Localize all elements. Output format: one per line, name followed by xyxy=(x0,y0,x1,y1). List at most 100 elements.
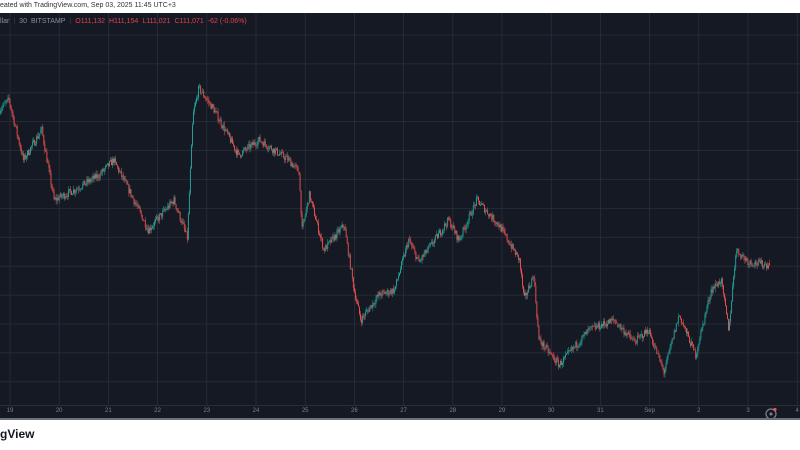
candle-body xyxy=(103,169,105,172)
candle-body xyxy=(345,230,347,238)
candle-body xyxy=(633,339,635,342)
candle-body xyxy=(727,314,728,319)
candle-body xyxy=(309,191,311,201)
candle-body xyxy=(433,239,435,244)
candle-body xyxy=(91,178,93,181)
candle-body xyxy=(26,150,28,157)
candle-body xyxy=(237,150,238,155)
time-tick-label: 19 xyxy=(6,408,14,414)
candle-body xyxy=(500,224,502,232)
candle-body xyxy=(454,228,456,234)
candle-body xyxy=(102,169,104,172)
candlestick-plot[interactable] xyxy=(0,13,800,405)
candle-body xyxy=(620,324,622,330)
candle-body xyxy=(415,251,417,260)
candle-body xyxy=(94,174,96,179)
candle-body xyxy=(706,306,708,312)
candle-body xyxy=(391,288,393,294)
candle-body xyxy=(153,225,154,227)
candle-body xyxy=(32,142,33,146)
caption-bar: eated with TradingView.com, Sep 03, 2025… xyxy=(0,0,800,13)
candle-body xyxy=(488,214,490,217)
candle-body xyxy=(364,316,366,317)
candle-body xyxy=(447,217,449,227)
candle-body xyxy=(92,175,94,179)
candle-body xyxy=(19,144,21,149)
candle-body xyxy=(725,298,726,307)
candle-body xyxy=(112,158,113,166)
candle-body xyxy=(444,223,446,230)
candle-body xyxy=(39,133,41,136)
candle-body xyxy=(691,341,693,346)
candle-body xyxy=(699,339,701,344)
candle-body xyxy=(589,326,591,328)
candle-body xyxy=(163,209,165,211)
time-tick-label: 21 xyxy=(105,408,112,414)
candle-body xyxy=(255,144,257,146)
candle-body xyxy=(585,332,587,335)
candle-body xyxy=(219,119,221,121)
candle-body xyxy=(534,278,536,286)
time-tick-label: 30 xyxy=(547,408,555,414)
candle-body xyxy=(135,202,137,205)
time-axis[interactable]: 19 20 21 22 23 24 25 26 27 28 29 30 31 Sep 2 3 4 xyxy=(0,405,800,419)
candle-body xyxy=(423,253,425,257)
candle-body xyxy=(496,222,498,224)
candle-body xyxy=(521,269,522,275)
candle-body xyxy=(2,105,4,109)
candle-body xyxy=(428,245,430,247)
candle-body xyxy=(514,250,516,255)
candle-body xyxy=(719,283,721,284)
candle-body xyxy=(254,142,256,145)
candle-body xyxy=(512,244,514,250)
candle-body xyxy=(142,220,144,221)
candle-body xyxy=(302,221,304,227)
candle-body xyxy=(610,319,612,324)
candle-body xyxy=(435,234,437,236)
candle-body xyxy=(84,180,86,186)
candle-body xyxy=(439,230,440,234)
candle-body xyxy=(193,111,194,125)
time-tick-label: 28 xyxy=(449,408,457,414)
candle-body xyxy=(100,173,102,174)
candle-body xyxy=(168,205,170,208)
candle-body xyxy=(682,323,684,326)
candle-body xyxy=(215,110,217,112)
candle-body xyxy=(90,180,92,182)
candle-body xyxy=(545,345,547,349)
candle-body xyxy=(673,330,675,339)
candle-body xyxy=(21,153,23,154)
candle-body xyxy=(530,286,532,288)
candle-body xyxy=(174,197,176,205)
candle-body xyxy=(748,263,750,265)
candle-body xyxy=(711,289,713,293)
candle-body xyxy=(239,152,241,155)
candle-body xyxy=(515,252,517,255)
candle-body xyxy=(676,322,678,324)
candle-body xyxy=(12,113,14,117)
candle-body xyxy=(6,99,8,102)
candle-body xyxy=(258,136,260,141)
candle-body xyxy=(326,245,328,250)
candle-body xyxy=(244,147,246,150)
candle-body xyxy=(551,354,553,356)
legend-symbol[interactable]: llar xyxy=(0,18,10,25)
caption-text: eated with TradingView.com, Sep 03, 2025… xyxy=(0,2,176,9)
candle-body xyxy=(282,152,284,153)
candle-body xyxy=(367,310,369,311)
candle-body xyxy=(436,234,438,239)
candle-body xyxy=(290,159,292,167)
candle-body xyxy=(1,108,3,111)
legend-open: O111,132 xyxy=(75,18,105,25)
candle-body xyxy=(317,221,318,223)
candle-body xyxy=(622,328,624,329)
candle-body xyxy=(138,205,140,209)
candle-body xyxy=(451,227,453,229)
candle-body xyxy=(340,227,342,229)
candle-body xyxy=(145,227,147,230)
time-tick-label: 24 xyxy=(252,408,260,414)
candle-body xyxy=(20,148,22,154)
candle-body xyxy=(338,229,340,233)
candle-body xyxy=(151,228,152,231)
chart-pane[interactable]: llar | 30 BITSTAMP | O111,132 H111,154 L… xyxy=(0,13,800,420)
